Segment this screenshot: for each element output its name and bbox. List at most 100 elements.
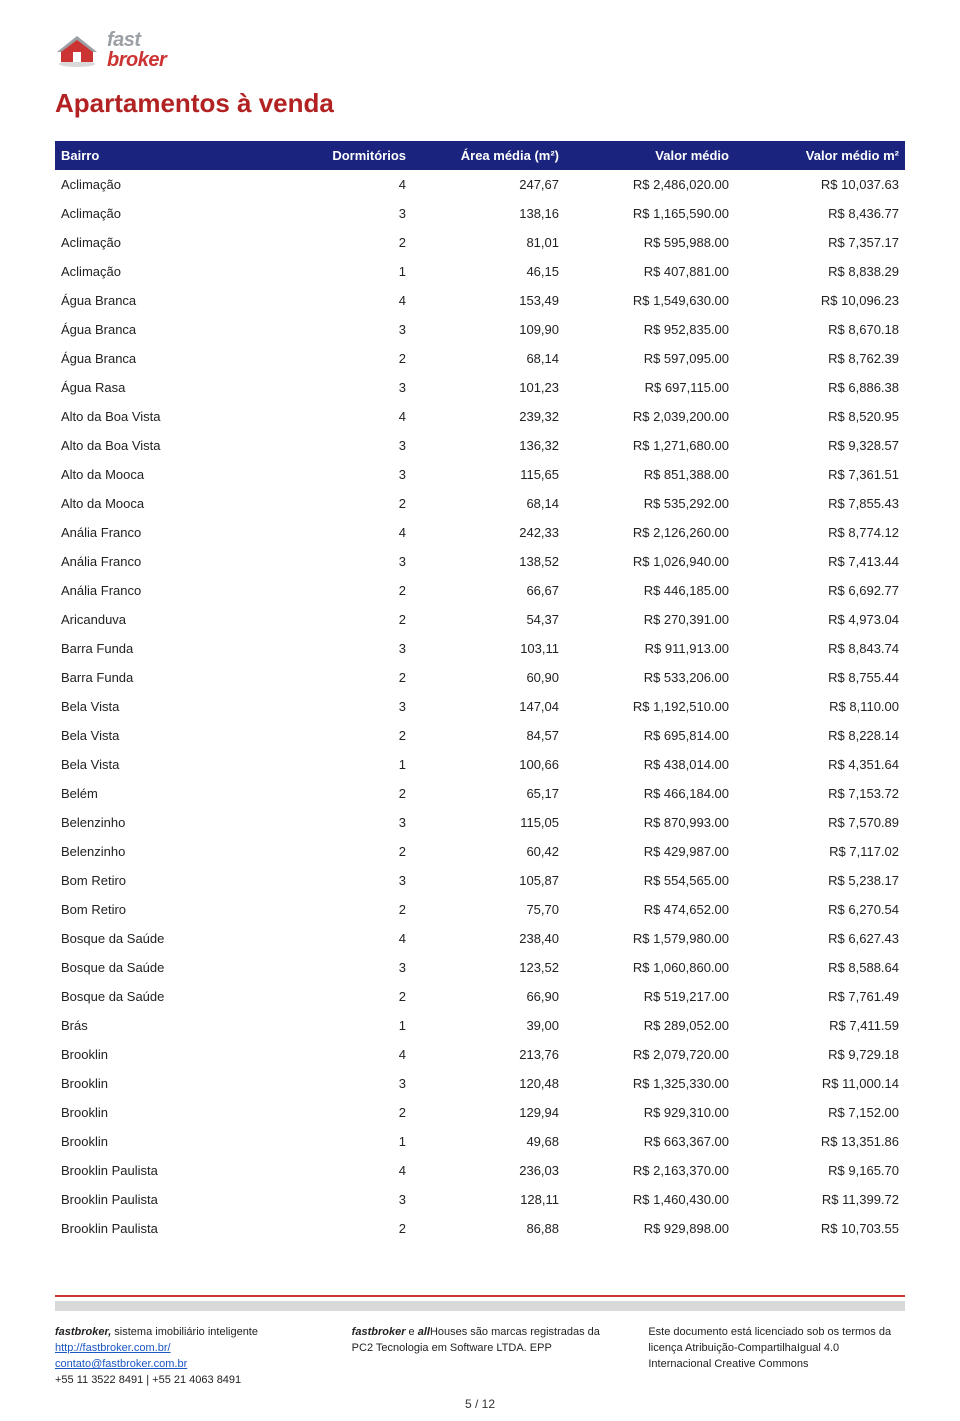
table-cell: 103,11	[412, 634, 565, 663]
table-row: Bela Vista3147,04R$ 1,192,510.00R$ 8,110…	[55, 692, 905, 721]
table-cell: 3	[293, 315, 412, 344]
table-row: Belenzinho260,42R$ 429,987.00R$ 7,117.02	[55, 837, 905, 866]
table-cell: Barra Funda	[55, 663, 293, 692]
table-cell: 3	[293, 634, 412, 663]
table-cell: 115,65	[412, 460, 565, 489]
table-cell: Brooklin	[55, 1127, 293, 1156]
page-title: Apartamentos à venda	[55, 88, 905, 119]
table-cell: Alto da Mooca	[55, 460, 293, 489]
table-cell: Bela Vista	[55, 750, 293, 779]
table-row: Aclimação4247,67R$ 2,486,020.00R$ 10,037…	[55, 170, 905, 199]
table-cell: R$ 595,988.00	[565, 228, 735, 257]
table-cell: 60,42	[412, 837, 565, 866]
table-cell: R$ 9,165.70	[735, 1156, 905, 1185]
footer-phone: +55 11 3522 8491 | +55 21 4063 8491	[55, 1374, 241, 1386]
table-cell: R$ 911,913.00	[565, 634, 735, 663]
table-row: Aclimação281,01R$ 595,988.00R$ 7,357.17	[55, 228, 905, 257]
table-header-row: BairroDormitóriosÁrea média (m²)Valor mé…	[55, 141, 905, 170]
table-cell: R$ 7,117.02	[735, 837, 905, 866]
table-row: Brooklin2129,94R$ 929,310.00R$ 7,152.00	[55, 1098, 905, 1127]
table-cell: R$ 10,703.55	[735, 1214, 905, 1243]
table-cell: 2	[293, 344, 412, 373]
table-cell: R$ 10,096.23	[735, 286, 905, 315]
table-cell: R$ 7,361.51	[735, 460, 905, 489]
table-cell: R$ 8,838.29	[735, 257, 905, 286]
table-row: Bosque da Saúde3123,52R$ 1,060,860.00R$ …	[55, 953, 905, 982]
table-cell: R$ 7,855.43	[735, 489, 905, 518]
table-cell: Brooklin Paulista	[55, 1185, 293, 1214]
table-cell: 54,37	[412, 605, 565, 634]
table-cell: Bom Retiro	[55, 895, 293, 924]
table-row: Anália Franco3138,52R$ 1,026,940.00R$ 7,…	[55, 547, 905, 576]
footer-link-site[interactable]: http://fastbroker.com.br/	[55, 1342, 171, 1354]
table-cell: 75,70	[412, 895, 565, 924]
table-cell: 2	[293, 1098, 412, 1127]
table-cell: 1	[293, 1011, 412, 1040]
table-header-cell: Bairro	[55, 141, 293, 170]
table-row: Bosque da Saúde266,90R$ 519,217.00R$ 7,7…	[55, 982, 905, 1011]
table-row: Belenzinho3115,05R$ 870,993.00R$ 7,570.8…	[55, 808, 905, 837]
table-cell: 3	[293, 1069, 412, 1098]
table-row: Barra Funda260,90R$ 533,206.00R$ 8,755.4…	[55, 663, 905, 692]
table-row: Anália Franco266,67R$ 446,185.00R$ 6,692…	[55, 576, 905, 605]
table-row: Bela Vista1100,66R$ 438,014.00R$ 4,351.6…	[55, 750, 905, 779]
table-cell: R$ 663,367.00	[565, 1127, 735, 1156]
table-cell: Alto da Boa Vista	[55, 431, 293, 460]
table-cell: 136,32	[412, 431, 565, 460]
table-cell: R$ 10,037.63	[735, 170, 905, 199]
table-cell: 238,40	[412, 924, 565, 953]
table-cell: Anália Franco	[55, 576, 293, 605]
table-cell: R$ 851,388.00	[565, 460, 735, 489]
table-cell: R$ 9,729.18	[735, 1040, 905, 1069]
footer-link-email[interactable]: contato@fastbroker.com.br	[55, 1358, 187, 1370]
table-cell: 4	[293, 1156, 412, 1185]
table-cell: R$ 6,692.77	[735, 576, 905, 605]
table-cell: 213,76	[412, 1040, 565, 1069]
table-cell: R$ 446,185.00	[565, 576, 735, 605]
table-cell: 3	[293, 431, 412, 460]
table-cell: R$ 8,762.39	[735, 344, 905, 373]
table-cell: R$ 952,835.00	[565, 315, 735, 344]
footer-col-1: fastbroker, sistema imobiliário intelige…	[55, 1325, 312, 1389]
table-cell: R$ 7,152.00	[735, 1098, 905, 1127]
page-number: 5 / 12	[0, 1397, 960, 1411]
table-cell: 242,33	[412, 518, 565, 547]
table-cell: R$ 474,652.00	[565, 895, 735, 924]
table-row: Brooklin149,68R$ 663,367.00R$ 13,351.86	[55, 1127, 905, 1156]
table-cell: 2	[293, 721, 412, 750]
table-cell: R$ 535,292.00	[565, 489, 735, 518]
table-row: Brooklin Paulista3128,11R$ 1,460,430.00R…	[55, 1185, 905, 1214]
table-cell: 4	[293, 170, 412, 199]
table-cell: R$ 2,079,720.00	[565, 1040, 735, 1069]
logo: fast broker	[55, 30, 905, 70]
table-cell: R$ 597,095.00	[565, 344, 735, 373]
table-cell: 1	[293, 750, 412, 779]
table-header-cell: Valor médio	[565, 141, 735, 170]
table-cell: Bom Retiro	[55, 866, 293, 895]
table-cell: Água Branca	[55, 286, 293, 315]
table-cell: R$ 7,413.44	[735, 547, 905, 576]
table-row: Anália Franco4242,33R$ 2,126,260.00R$ 8,…	[55, 518, 905, 547]
table-cell: R$ 2,126,260.00	[565, 518, 735, 547]
table-cell: Aricanduva	[55, 605, 293, 634]
table-cell: 46,15	[412, 257, 565, 286]
table-cell: 2	[293, 605, 412, 634]
table-cell: R$ 697,115.00	[565, 373, 735, 402]
footer-brand-2b: all	[418, 1326, 430, 1338]
table-cell: R$ 6,886.38	[735, 373, 905, 402]
footer-brand: fastbroker,	[55, 1326, 111, 1338]
table-cell: 123,52	[412, 953, 565, 982]
table-cell: Bela Vista	[55, 692, 293, 721]
table-cell: R$ 429,987.00	[565, 837, 735, 866]
table-cell: Aclimação	[55, 199, 293, 228]
table-cell: R$ 554,565.00	[565, 866, 735, 895]
table-cell: R$ 8,110.00	[735, 692, 905, 721]
table-cell: 3	[293, 199, 412, 228]
table-cell: R$ 6,270.54	[735, 895, 905, 924]
table-cell: R$ 13,351.86	[735, 1127, 905, 1156]
table-cell: R$ 466,184.00	[565, 779, 735, 808]
table-cell: 3	[293, 953, 412, 982]
table-row: Bom Retiro275,70R$ 474,652.00R$ 6,270.54	[55, 895, 905, 924]
table-row: Brooklin3120,48R$ 1,325,330.00R$ 11,000.…	[55, 1069, 905, 1098]
table-cell: R$ 270,391.00	[565, 605, 735, 634]
